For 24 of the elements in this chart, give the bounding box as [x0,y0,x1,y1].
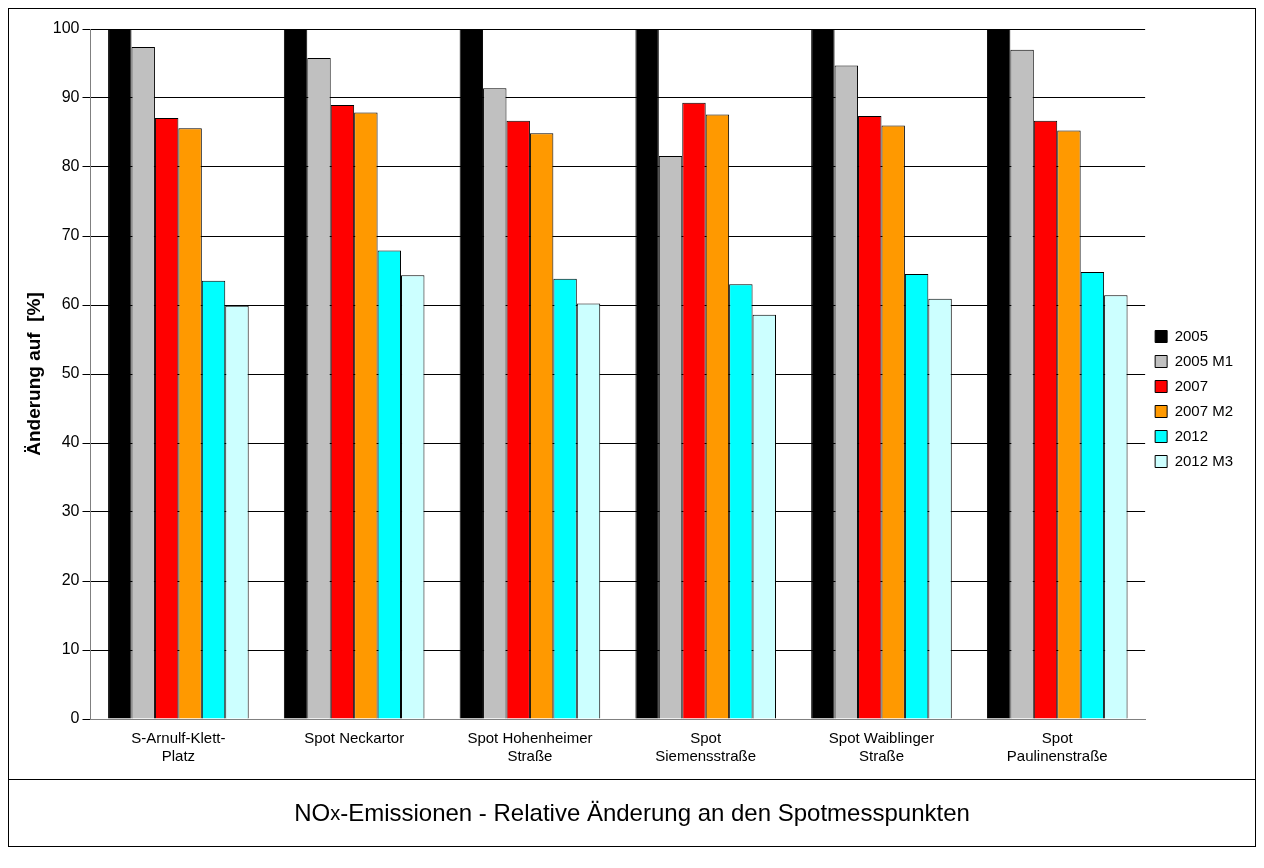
x-tick-label: Spot Hohenheimer Straße [467,729,593,765]
y-tick-label: 90 [61,88,80,106]
legend-label: 2005 [1174,326,1208,344]
y-tick-label: 70 [61,226,80,244]
y-tick-label: 20 [61,571,80,589]
legend-label: 2007 M2 [1174,401,1233,419]
y-axis-title: Änderung auf [%] [22,292,44,456]
y-tick-label: 10 [61,640,80,658]
legend-label: 2007 [1174,376,1208,394]
y-tick-label: 30 [61,502,80,520]
y-tick-label: 50 [61,364,80,382]
y-tick-label: 0 [70,709,80,727]
x-tick-label: Spot Neckartor [304,729,405,747]
x-tick-label: Spot Paulinenstraße [1006,729,1108,765]
y-tick-label: 60 [61,295,80,313]
x-tick-label: Spot Siemensstraße [655,729,757,765]
x-tick-label: Spot Waiblinger Straße [828,729,935,765]
y-tick-label: 80 [61,157,80,175]
y-tick-label: 40 [61,433,80,451]
legend-label: 2005 M1 [1174,351,1233,369]
x-tick-label: S-Arnulf-Klett-Platz [131,729,226,765]
legend-label: 2012 [1174,426,1208,444]
y-tick-label: 100 [52,19,80,37]
legend-label: 2012 M3 [1174,451,1233,469]
